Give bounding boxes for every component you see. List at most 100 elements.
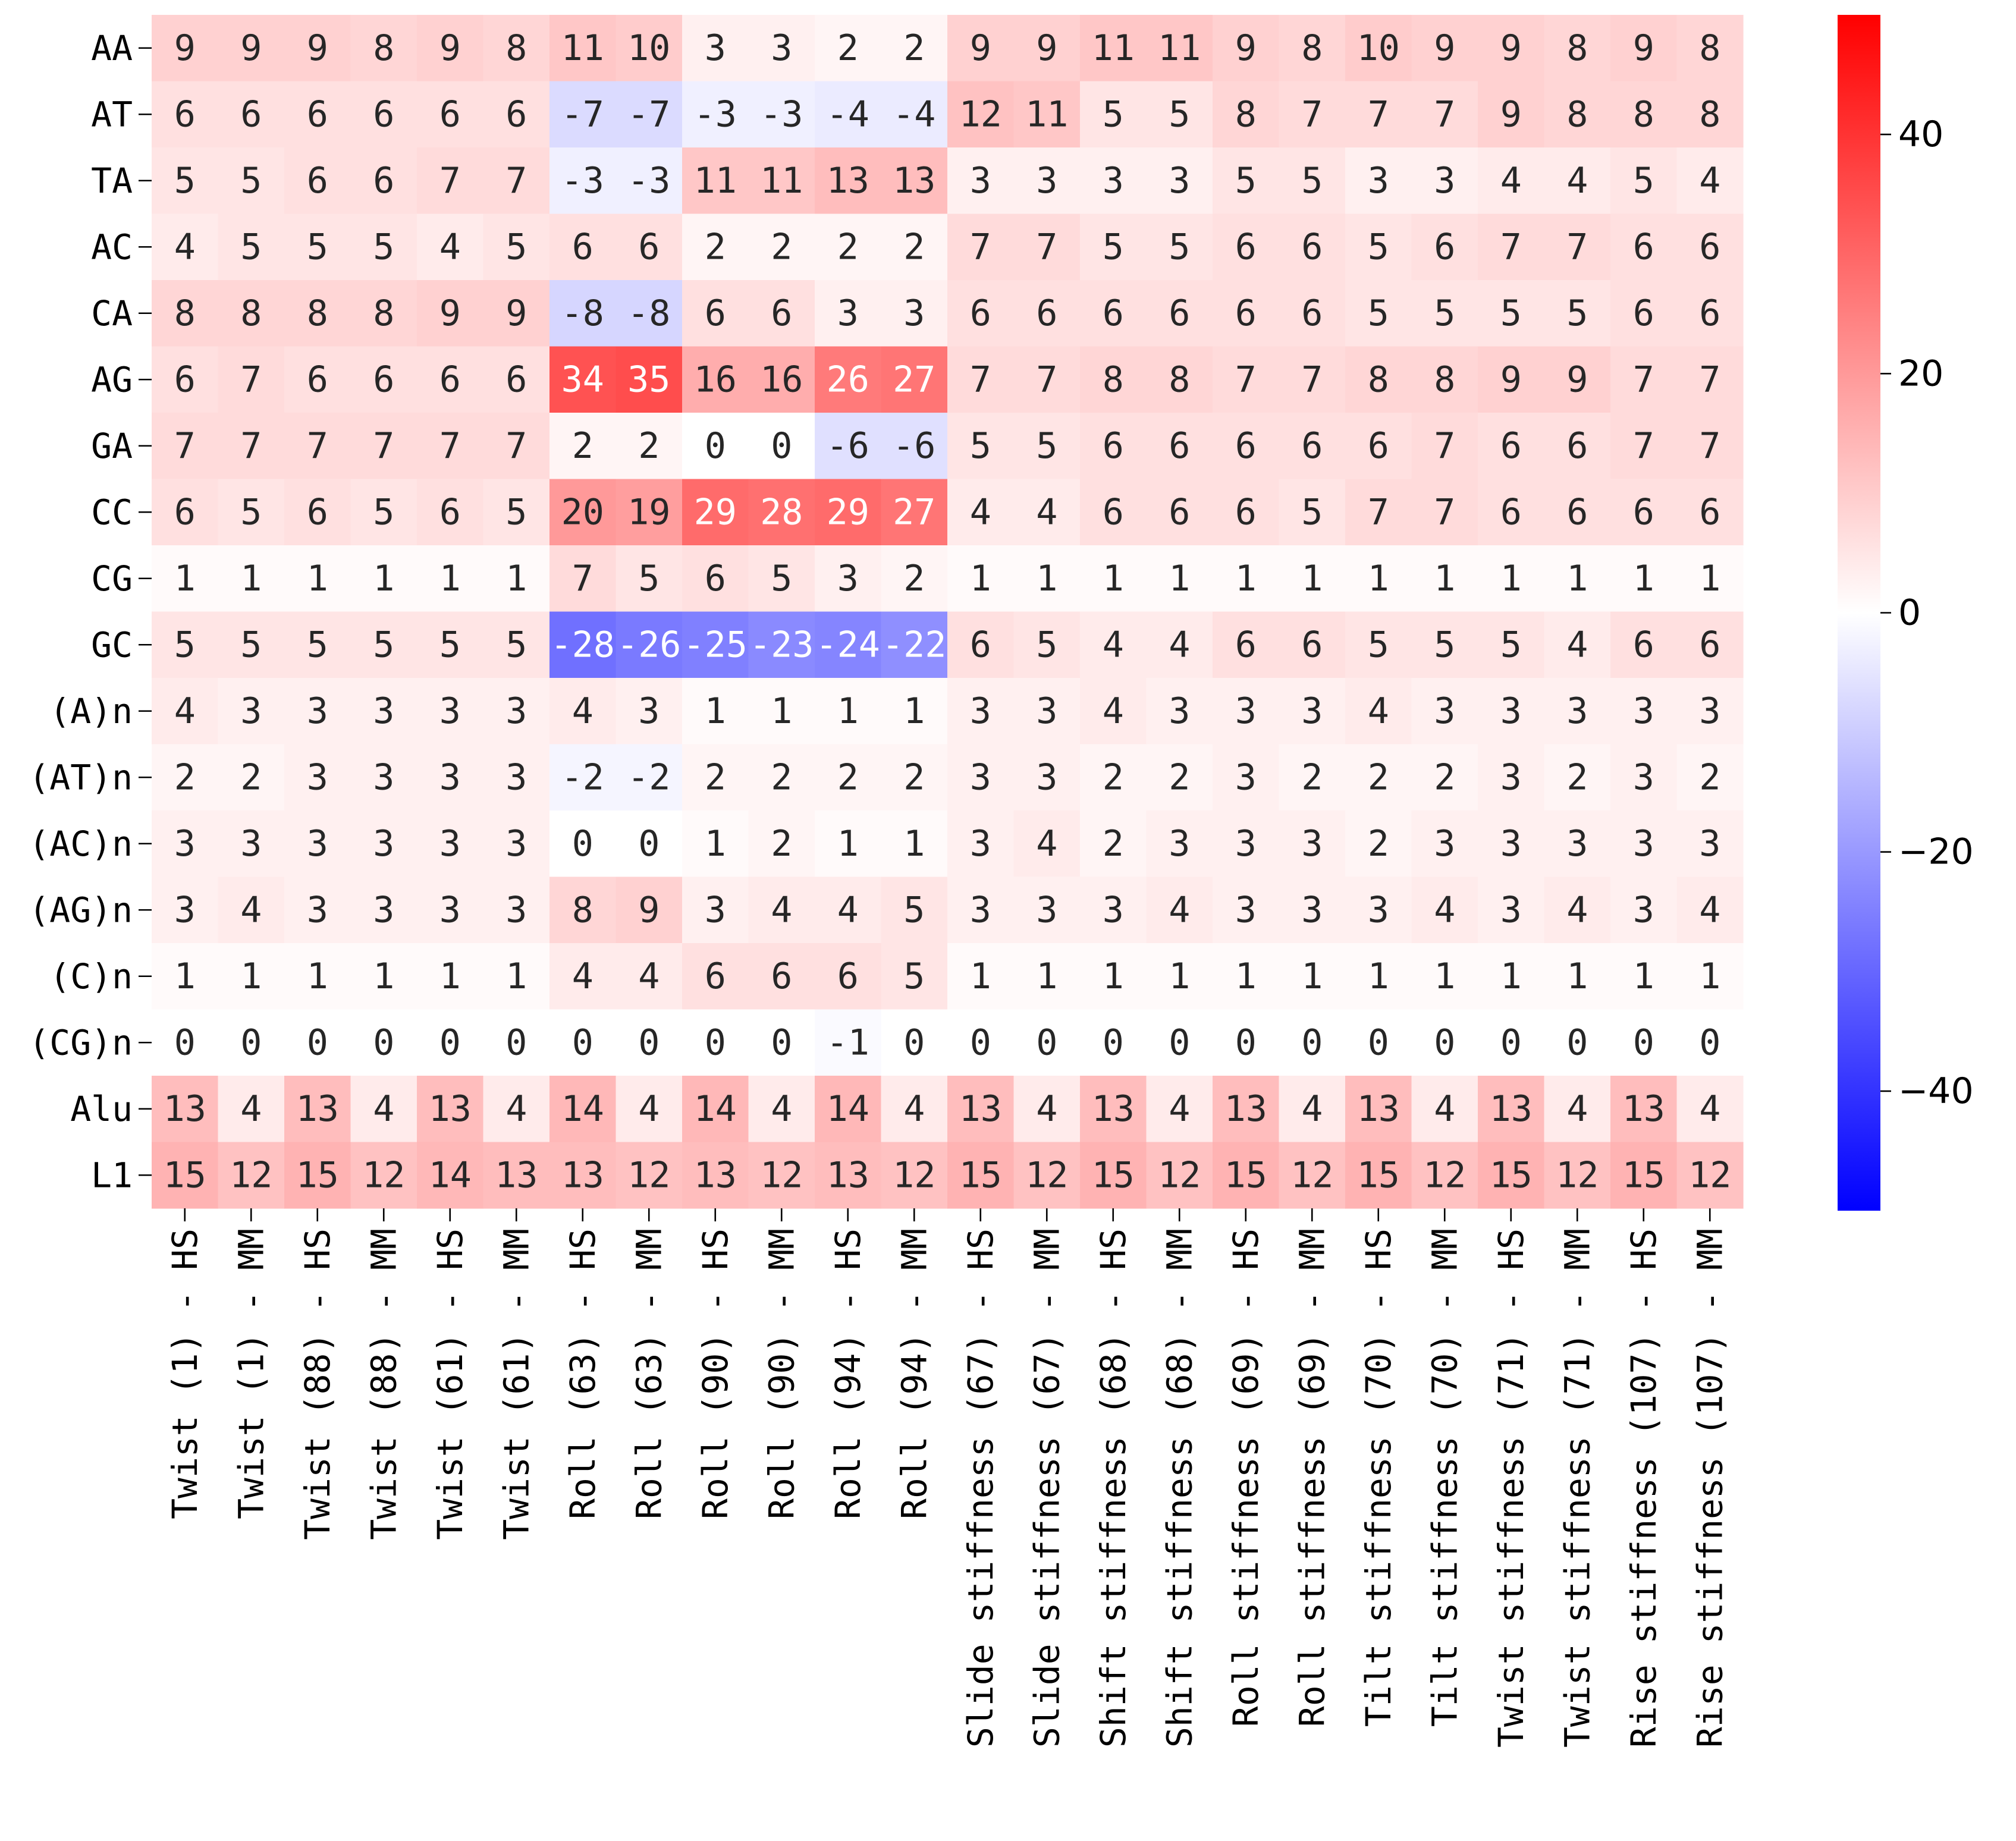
cell-value-label: 2: [1169, 756, 1190, 798]
cell-value-label: 0: [373, 1022, 394, 1063]
heatmap-cell: [1544, 744, 1611, 811]
x-tick-label: Twist (61) - HS: [430, 1229, 470, 1540]
cell-value-label: 0: [771, 1022, 792, 1063]
cell-value-label: -2: [561, 756, 604, 798]
heatmap-cell: [815, 678, 882, 745]
heatmap-cell: [682, 1009, 749, 1076]
heatmap-cell: [218, 81, 285, 148]
cell-value-label: 6: [1036, 293, 1057, 334]
cell-value-label: 0: [771, 425, 792, 467]
cell-value-label: 7: [1434, 93, 1455, 135]
heatmap-cell: [1676, 479, 1744, 546]
cell-value-label: 9: [240, 27, 262, 69]
heatmap-cell: [1411, 876, 1478, 944]
heatmap-cell: [1213, 1009, 1280, 1076]
cell-value-label: 1: [1699, 558, 1720, 599]
cell-value-label: 0: [1434, 1022, 1455, 1063]
cell-value-label: 6: [1633, 491, 1654, 533]
cell-value-label: 4: [572, 690, 594, 732]
heatmap-cell: [350, 15, 417, 82]
heatmap-cell: [682, 1076, 749, 1143]
heatmap-cell: [682, 280, 749, 347]
heatmap-cell: [152, 943, 219, 1010]
heatmap-cell: [152, 1142, 219, 1209]
cell-value-label: 19: [627, 491, 670, 533]
cell-value-label: 6: [1566, 425, 1588, 467]
cell-value-label: 5: [1566, 293, 1588, 334]
cell-value-label: 6: [1235, 293, 1257, 334]
heatmap-cell: [1676, 213, 1744, 281]
cell-value-label: 15: [296, 1154, 339, 1196]
x-tick-label: Tilt stiffness (70) - HS: [1358, 1229, 1399, 1727]
cell-value-label: 2: [771, 226, 792, 268]
cell-value-label: 6: [307, 160, 328, 202]
cell-value-label: 1: [373, 558, 394, 599]
cell-value-label: 13: [694, 1154, 737, 1196]
cell-value-label: 3: [837, 558, 859, 599]
x-axis: Twist (1) - HS Twist (1) - MM Twist (88) -…: [165, 1208, 1730, 1748]
heatmap-cell: [616, 678, 683, 745]
cell-value-label: 12: [893, 1154, 935, 1196]
cell-value-label: 6: [439, 93, 461, 135]
heatmap-cell: [417, 147, 484, 215]
heatmap-cell: [152, 479, 219, 546]
heatmap-cell: [218, 1009, 285, 1076]
x-tick-label: Roll (63) - HS: [563, 1229, 603, 1519]
heatmap-cell: [549, 744, 617, 811]
heatmap-cell: [350, 943, 417, 1010]
cell-value-label: 6: [373, 93, 394, 135]
heatmap-cell: [218, 479, 285, 546]
heatmap-cell: [218, 280, 285, 347]
colorbar-tick-label: −20: [1898, 831, 1974, 873]
heatmap-cell: [881, 810, 948, 878]
heatmap-cell: [1146, 1142, 1213, 1209]
heatmap-cell: [1610, 213, 1678, 281]
heatmap-cell: [1080, 81, 1147, 148]
heatmap-cell: [1478, 81, 1545, 148]
heatmap-cell: [152, 810, 219, 878]
x-tick-label: Slide stiffness (67) - MM: [1026, 1229, 1067, 1748]
cell-value-label: 4: [1103, 624, 1124, 665]
x-tick-label: Roll (90) - HS: [695, 1229, 736, 1519]
heatmap-cell: [218, 1076, 285, 1143]
cell-value-label: 9: [1500, 93, 1522, 135]
heatmap-cell: [350, 346, 417, 413]
cell-value-label: 9: [638, 889, 660, 931]
cell-value-label: 3: [439, 756, 461, 798]
cell-value-label: 3: [1434, 823, 1455, 865]
heatmap-cell: [815, 81, 882, 148]
heatmap-cell: [815, 1076, 882, 1143]
cell-value-label: 20: [561, 491, 604, 533]
cell-value-label: 7: [1699, 359, 1720, 400]
cell-value-label: 6: [307, 491, 328, 533]
heatmap-cell: [218, 943, 285, 1010]
heatmap-cell: [1213, 213, 1280, 281]
heatmap-cell: [881, 346, 948, 413]
cell-value-label: 4: [1368, 690, 1389, 732]
cell-value-label: 7: [439, 160, 461, 202]
heatmap-cell: [1610, 876, 1678, 944]
heatmap-cell: [1080, 479, 1147, 546]
heatmap-cell: [1676, 744, 1744, 811]
cell-value-label: 6: [1235, 425, 1257, 467]
heatmap-cell: [748, 545, 815, 612]
heatmap-cell: [682, 1142, 749, 1209]
heatmap-cell: [748, 479, 815, 546]
heatmap-cell: [152, 346, 219, 413]
heatmap-cell: [1080, 15, 1147, 82]
heatmap-cell: [284, 413, 351, 480]
heatmap-cell: [350, 147, 417, 215]
cell-value-label: 5: [1500, 624, 1522, 665]
heatmap-cell: [748, 876, 815, 944]
heatmap-cell: [549, 15, 617, 82]
cell-value-label: 0: [705, 425, 726, 467]
cell-value-label: 6: [771, 956, 792, 997]
cell-value-label: 6: [1103, 293, 1124, 334]
heatmap-cell: [549, 1076, 617, 1143]
cell-value-label: 4: [505, 1088, 527, 1130]
heatmap-cell: [417, 346, 484, 413]
cell-value-label: 3: [970, 160, 991, 202]
heatmap-cell: [1478, 611, 1545, 678]
heatmap-cell: [1345, 876, 1412, 944]
cell-value-label: 5: [1434, 624, 1455, 665]
